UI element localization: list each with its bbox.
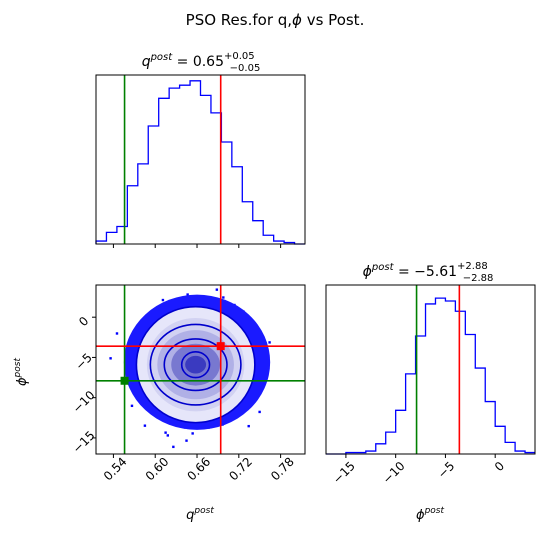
phi-axis-label: ϕpost <box>13 358 30 386</box>
truth-pso-markers <box>96 285 305 454</box>
q-axis-label: qpost <box>186 506 214 523</box>
q-phi-frame <box>95 284 306 455</box>
scatter-point <box>247 424 250 428</box>
scatter-point <box>186 279 188 281</box>
phi-hist-title: ϕpost = −5.61+2.88 −2.88 <box>363 261 494 284</box>
q-histogram-marks <box>95 75 305 245</box>
y-tick-label: −15 <box>70 428 98 456</box>
panel-q-phi-2d: 0.54 0.60 0.66 0.72 0.78 0 −5 −10 −15 qpost ϕpos… <box>13 279 306 523</box>
y-tick-label: 0 <box>76 314 91 329</box>
scatter-point <box>143 424 147 427</box>
contour-1 <box>135 305 256 424</box>
scatter-point <box>164 431 167 434</box>
contour-lines <box>135 305 256 424</box>
scatter-point <box>215 288 219 291</box>
x-tick-label: 0.60 <box>143 455 172 484</box>
figure-title: PSO Res.for q,ϕ vs Post. <box>186 11 365 29</box>
phi-x-tick-label: −15 <box>330 459 358 487</box>
scatter-point <box>191 432 194 435</box>
q-histogram-step <box>95 80 305 245</box>
phi-histogram-step <box>326 297 535 455</box>
phi-x-tick-label: −5 <box>435 459 457 481</box>
panel-q-histogram: qpost = 0.65+0.05 −0.05 <box>95 51 306 245</box>
contour-4 <box>180 350 211 379</box>
phi-x-tick-label: 0 <box>492 459 507 474</box>
pso-marker <box>216 342 225 351</box>
phi-hist-frame <box>325 284 536 455</box>
density-level-5 <box>185 355 207 374</box>
y-tick-label: −5 <box>73 350 95 372</box>
y-tick-label: −10 <box>70 388 98 416</box>
contour-2 <box>149 323 242 406</box>
panel-phi-histogram: ϕpost = −5.61+2.88 −2.88 −15 −10 −5 0 ϕpost <box>325 261 536 523</box>
phi-x-axis-label: ϕpost <box>416 506 444 523</box>
scatter-point <box>172 445 175 449</box>
scatter-point <box>258 410 261 414</box>
scatter-point <box>166 434 169 437</box>
phi-histogram-marks <box>326 285 535 455</box>
phi-x-tick-label: −10 <box>380 459 408 487</box>
x-tick-label: 0.78 <box>268 455 297 484</box>
q-hist-frame <box>95 74 306 245</box>
scatter-point <box>115 332 119 335</box>
truth-marker <box>120 376 129 385</box>
q-hist-title: qpost = 0.65+0.05 −0.05 <box>142 51 261 74</box>
scatter-point <box>109 357 112 360</box>
q-hist-ticks <box>112 244 282 248</box>
scatter-point <box>186 293 189 296</box>
scatter-point <box>183 461 185 463</box>
phi-ticks: −15 −10 −5 0 <box>330 454 507 487</box>
scatter-point <box>161 298 165 302</box>
x-tick-label: 0.66 <box>184 455 213 484</box>
scatter-point <box>268 341 271 344</box>
density-cells <box>123 294 271 430</box>
x-tick-label: 0.54 <box>101 455 130 484</box>
contour-3 <box>163 338 228 392</box>
scatter-point <box>222 296 225 299</box>
scatter-point <box>185 439 188 442</box>
scatter-point <box>130 404 134 408</box>
x-tick-label: 0.72 <box>226 455 255 484</box>
